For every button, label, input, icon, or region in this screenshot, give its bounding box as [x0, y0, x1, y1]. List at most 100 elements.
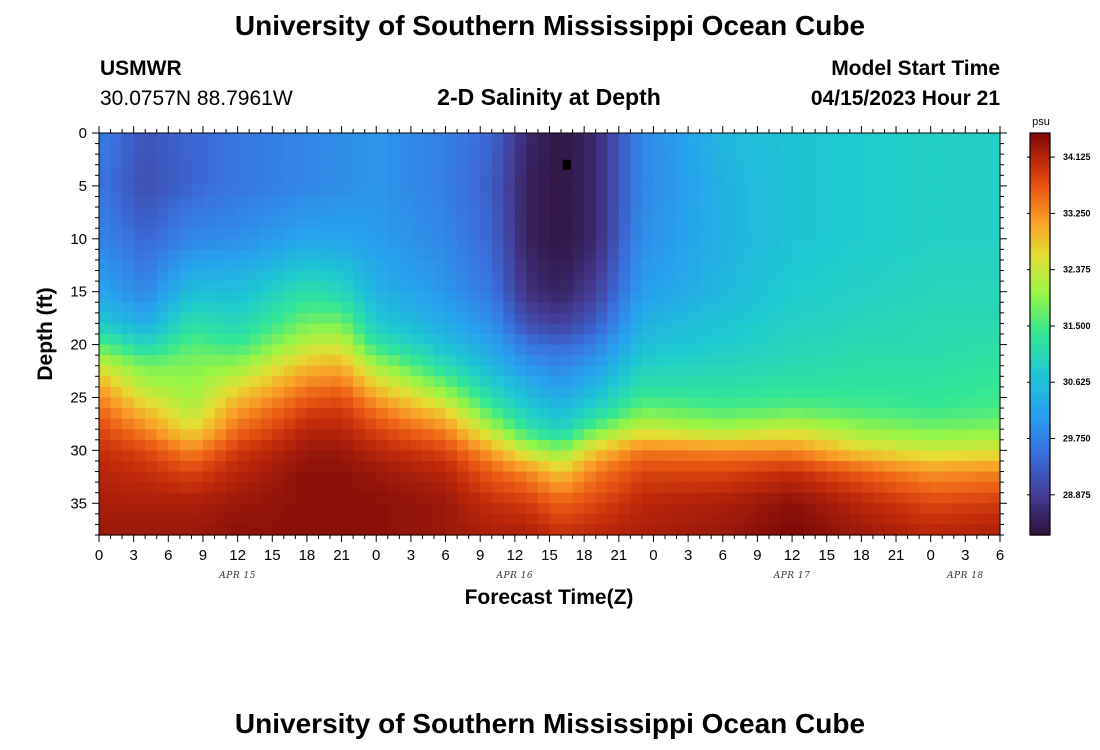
heatmap-cell — [110, 471, 123, 483]
heatmap-cell — [353, 355, 366, 367]
heatmap-cell — [665, 302, 678, 314]
heatmap-cell — [641, 365, 655, 377]
heatmap-cell — [745, 207, 759, 219]
heatmap-cell — [930, 133, 943, 145]
heatmap-cell — [665, 312, 678, 325]
heatmap-cell — [988, 482, 1001, 494]
heatmap-cell — [872, 196, 886, 208]
heatmap-cell — [618, 133, 631, 145]
heatmap-cell — [364, 302, 377, 314]
heatmap-cell — [422, 281, 435, 293]
heatmap-cell — [653, 492, 666, 504]
heatmap-cell — [988, 249, 1001, 261]
x-tick-label: 15 — [541, 547, 558, 564]
heatmap-cell — [907, 492, 920, 504]
heatmap-cell — [930, 217, 943, 229]
heatmap-cell — [976, 471, 990, 483]
heatmap-cell — [191, 228, 204, 240]
heatmap-cell — [965, 471, 978, 483]
heatmap-cell — [734, 228, 747, 240]
colorbar-segment — [1030, 267, 1050, 271]
heatmap-cell — [699, 312, 712, 325]
heatmap-cell — [641, 429, 655, 441]
heatmap-cell — [780, 365, 793, 377]
heatmap-cell — [330, 376, 343, 388]
heatmap-cell — [572, 492, 585, 504]
heatmap-cell — [849, 397, 862, 409]
heatmap-cell — [214, 397, 227, 409]
heatmap-cell — [768, 492, 782, 504]
heatmap-cell — [260, 164, 273, 176]
heatmap-cell — [584, 175, 597, 187]
x-tick-label: 6 — [996, 547, 1004, 564]
heatmap-cell — [226, 418, 239, 430]
heatmap-cell — [768, 450, 782, 462]
heatmap-cell — [283, 355, 296, 367]
heatmap-cell — [884, 238, 897, 250]
heatmap-cell — [133, 323, 146, 335]
heatmap-cell — [676, 291, 689, 303]
heatmap-cell — [757, 133, 770, 145]
heatmap-cell — [942, 270, 955, 282]
heatmap-cell — [514, 386, 527, 399]
heatmap-cell — [410, 133, 424, 145]
heatmap-cell — [537, 249, 551, 261]
heatmap-cell — [399, 365, 412, 377]
heatmap-cell — [237, 439, 250, 451]
heatmap-cell — [168, 524, 181, 536]
heatmap-cell — [953, 238, 966, 250]
heatmap-cell — [572, 164, 585, 176]
heatmap-cell — [896, 323, 909, 335]
heatmap-cell — [988, 217, 1001, 229]
heatmap-cell — [861, 207, 874, 219]
heatmap-cell — [676, 302, 689, 314]
colorbar-segment — [1030, 387, 1050, 392]
heatmap-cell — [330, 281, 343, 293]
heatmap-cell — [792, 323, 805, 335]
heatmap-cell — [734, 386, 747, 399]
heatmap-cell — [318, 439, 331, 451]
heatmap-cell — [445, 365, 458, 377]
heatmap-cell — [711, 344, 724, 356]
heatmap-cell — [364, 334, 377, 346]
heatmap-cell — [930, 323, 943, 335]
heatmap-cell — [179, 291, 193, 303]
heatmap-cell — [607, 217, 620, 229]
heatmap-cell — [561, 429, 574, 441]
heatmap-cell — [942, 482, 955, 494]
heatmap-cell — [283, 418, 296, 430]
heatmap-cell — [803, 154, 816, 166]
heatmap-cell — [965, 492, 978, 504]
colorbar-segment — [1030, 200, 1050, 204]
heatmap-cell — [110, 503, 123, 515]
heatmap-cell — [514, 471, 527, 483]
colorbar-segment — [1030, 404, 1050, 409]
heatmap-cell — [503, 408, 516, 420]
heatmap-cell — [561, 291, 574, 303]
heatmap-cell — [549, 355, 562, 367]
heatmap-cell — [353, 196, 366, 208]
heatmap-cell — [815, 429, 828, 441]
heatmap-cell — [353, 185, 366, 198]
heatmap-cell — [838, 185, 851, 198]
heatmap-cell — [445, 450, 458, 462]
heatmap-cell — [283, 143, 296, 155]
heatmap-cell — [607, 164, 620, 176]
heatmap-cell — [491, 207, 504, 219]
heatmap-cell — [468, 408, 481, 420]
heatmap-cell — [872, 524, 886, 536]
heatmap-cell — [191, 365, 204, 377]
heatmap-cell — [745, 334, 759, 346]
heatmap-cell — [688, 185, 701, 198]
heatmap-cell — [514, 217, 527, 229]
colorbar-segment — [1030, 504, 1050, 509]
heatmap-cell — [607, 386, 620, 399]
heatmap-cell — [884, 355, 897, 367]
heatmap-cell — [711, 376, 724, 388]
heatmap-cell — [988, 429, 1001, 441]
heatmap-cell — [353, 365, 366, 377]
heatmap-cell — [341, 397, 354, 409]
heatmap-cell — [653, 429, 666, 441]
heatmap-cell — [595, 429, 608, 441]
